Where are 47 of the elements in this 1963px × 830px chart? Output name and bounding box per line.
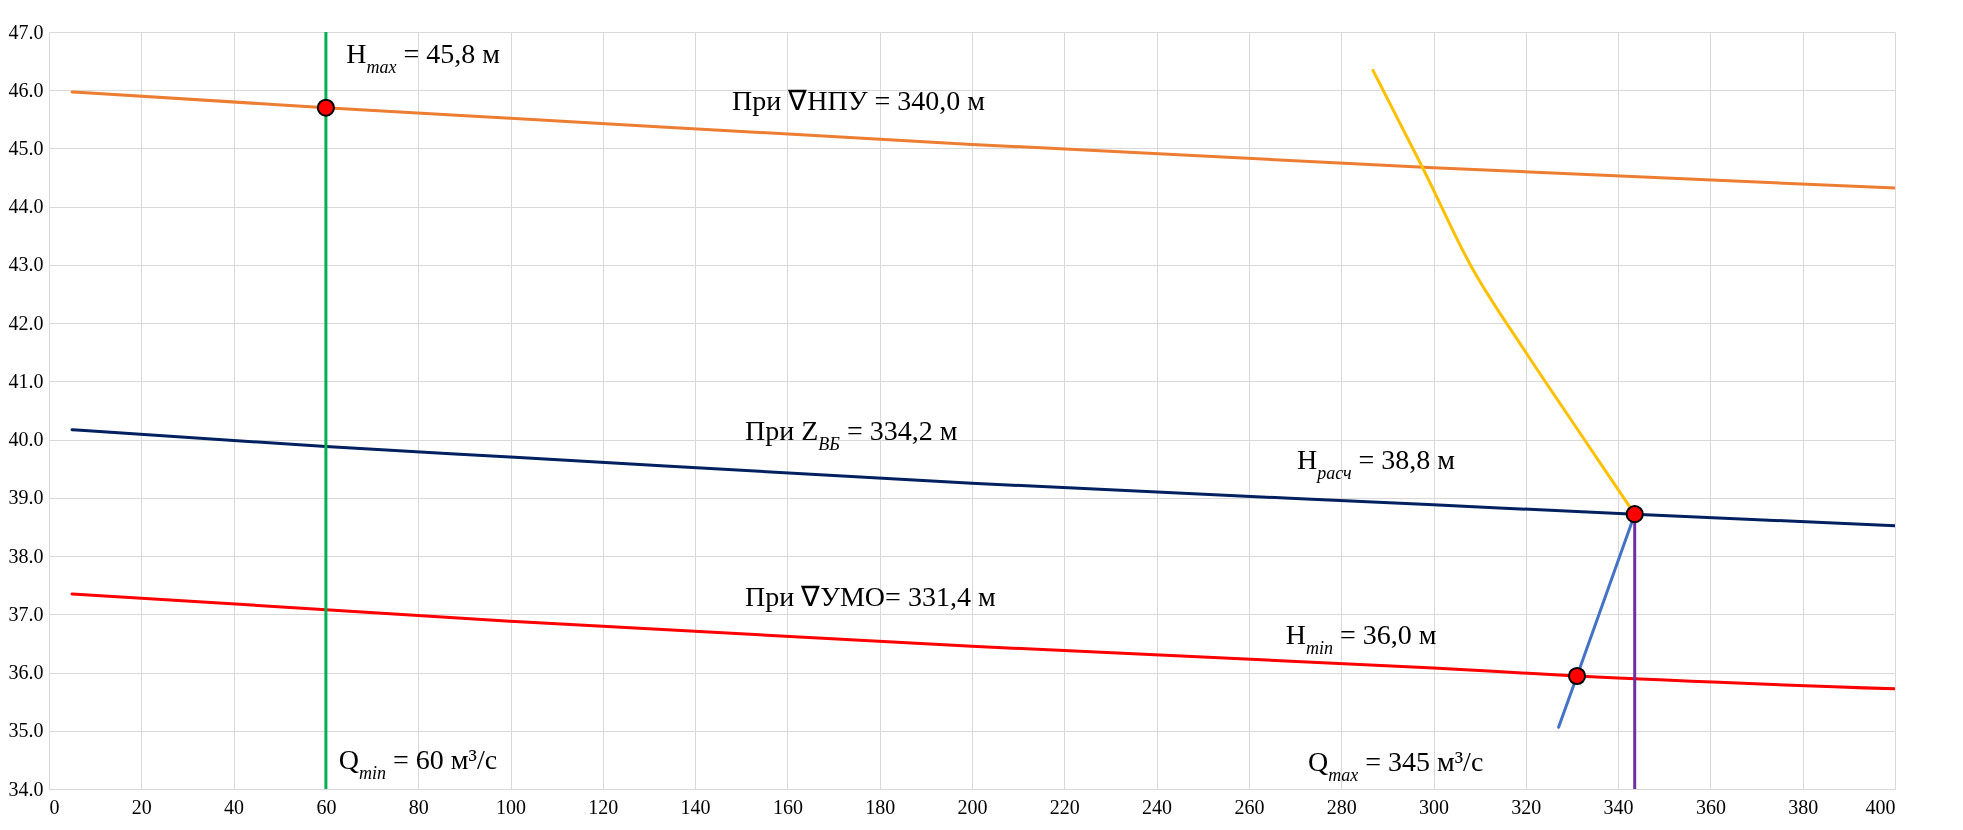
y-tick-label: 44.0 — [8, 195, 44, 218]
y-tick-label: 35.0 — [8, 719, 44, 742]
x-tick-label: 160 — [772, 795, 803, 818]
point — [1625, 505, 1644, 524]
y-tick-label: 39.0 — [8, 486, 44, 509]
x-tick-label: 100 — [496, 795, 526, 818]
x-tick-label: 40 — [224, 795, 245, 818]
x-tick-label: 360 — [1695, 795, 1726, 818]
y-tick-label: 40.0 — [8, 428, 44, 451]
x-tick-label: 340 — [1603, 795, 1634, 818]
y-tick-label: 34.0 — [8, 777, 44, 800]
annotation: Q$_{max}$ = 345 м³/с — [1307, 745, 1484, 785]
x-tick-label: 60 — [316, 795, 337, 818]
point — [1567, 666, 1587, 686]
y-tick-label: 43.0 — [8, 253, 44, 276]
x-tick-label: 180 — [865, 795, 896, 818]
annotation: При Z$_{ВБ}$ = 334,2 м — [744, 414, 958, 454]
y-tick-label: 47.0 — [8, 20, 44, 43]
annotation: H$_{расч}$ = 38,8 м — [1296, 444, 1456, 484]
x-tick-label: 120 — [588, 795, 619, 818]
x-tick-label: 400 — [1865, 795, 1896, 818]
x-tick-label: 200 — [957, 795, 988, 818]
annotation: Q$_{min}$ = 60 м³/с — [338, 743, 498, 783]
y-tick-label: 41.0 — [8, 369, 44, 392]
x-tick-label: 300 — [1419, 795, 1449, 818]
x-tick-label: 260 — [1234, 795, 1265, 818]
annotation: H$_{min}$ = 36,0 м — [1285, 619, 1437, 659]
x-tick-label: 20 — [131, 795, 152, 818]
line-series — [70, 90, 1895, 190]
y-tick-label: 38.0 — [8, 544, 44, 567]
y-tick-label: 42.0 — [8, 311, 44, 334]
y-tick-label: 36.0 — [8, 661, 44, 684]
annotation: При ∇НПУ = 340,0 м — [732, 85, 986, 117]
x-tick-label: 320 — [1511, 795, 1542, 818]
x-tick-label: 240 — [1142, 795, 1173, 818]
x-tick-label: 280 — [1326, 795, 1357, 818]
y-tick-label: 45.0 — [8, 136, 44, 159]
x-tick-label: 140 — [680, 795, 711, 818]
y-tick-label: 46.0 — [8, 78, 44, 101]
x-tick-label: 380 — [1788, 795, 1819, 818]
annotation: При ∇УМО= 331,4 м — [744, 581, 996, 613]
point — [316, 98, 335, 117]
y-tick-label: 37.0 — [8, 602, 44, 625]
x-tick-label: 220 — [1049, 795, 1080, 818]
annotation: H$_{max}$ = 45,8 м — [346, 38, 501, 78]
x-tick-label: 0 — [49, 795, 60, 818]
x-tick-label: 80 — [408, 795, 429, 818]
